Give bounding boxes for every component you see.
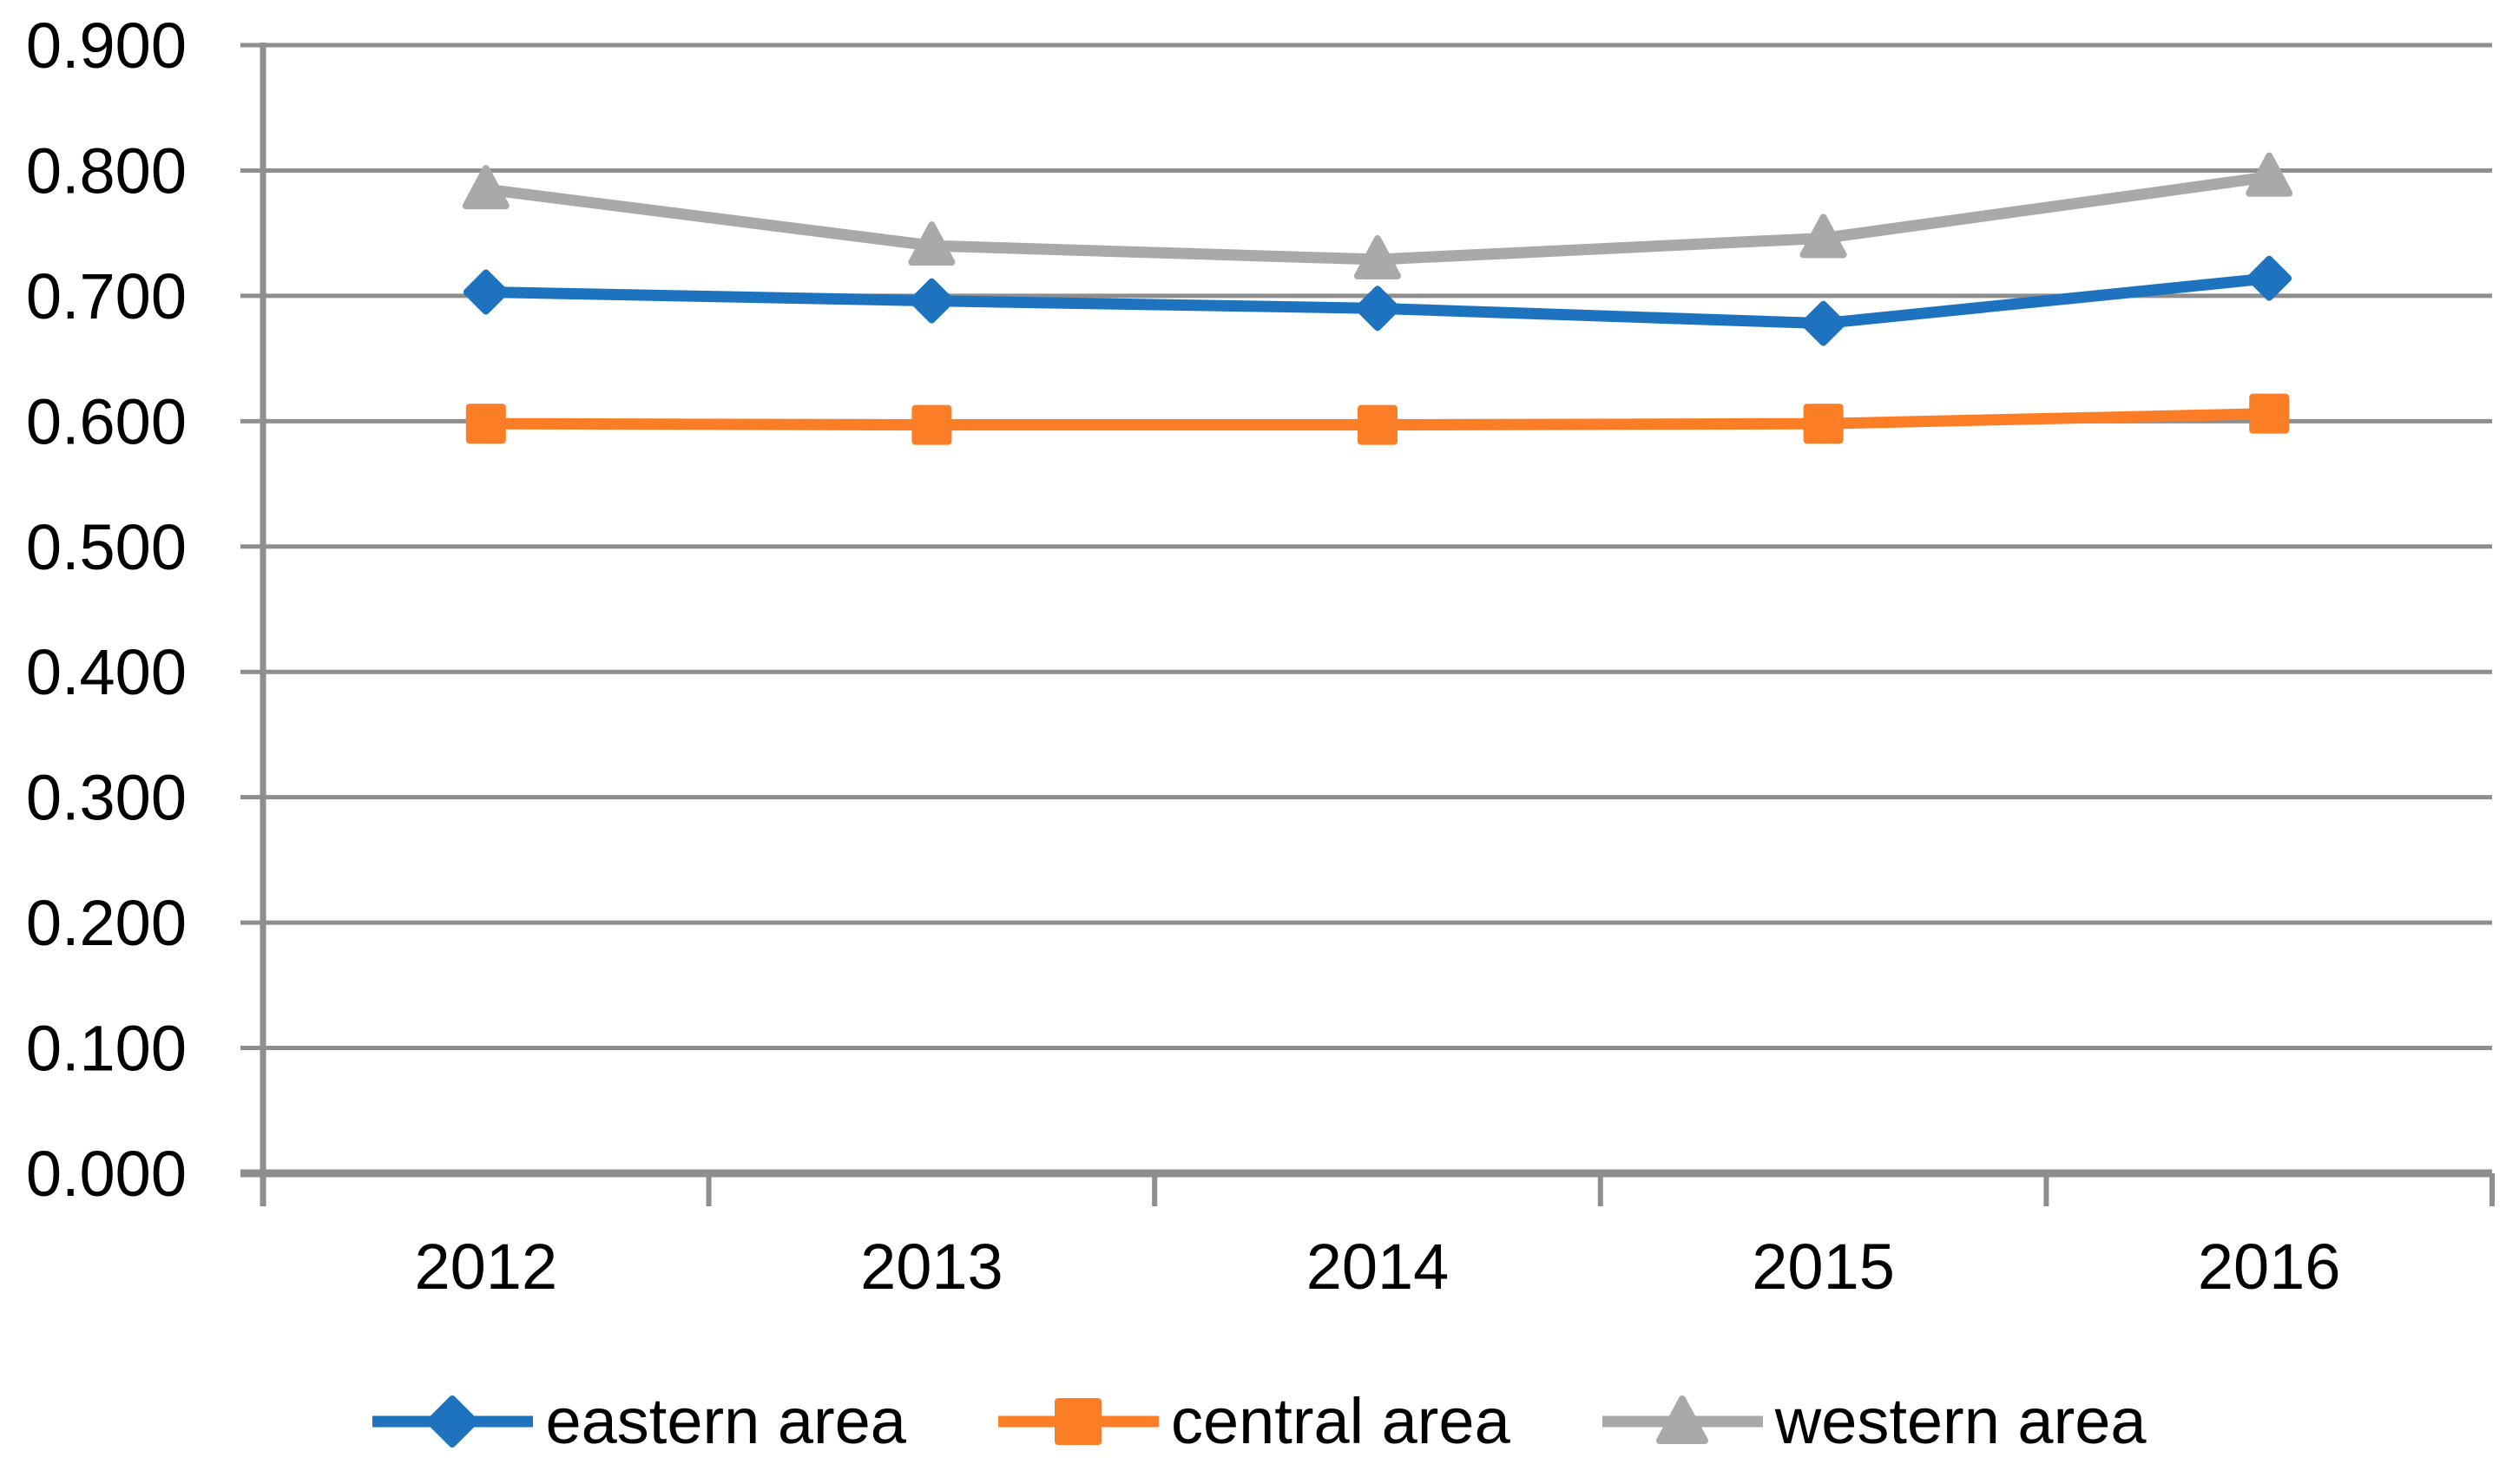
diamond-marker-icon — [372, 1395, 534, 1448]
diamond-marker — [2246, 255, 2292, 301]
y-tick-label: 0.700 — [26, 260, 187, 332]
series-western-area — [462, 152, 2293, 279]
triangle-marker — [908, 221, 956, 266]
y-tick-label: 0.400 — [26, 636, 187, 708]
y-tick-label: 0.900 — [26, 10, 187, 82]
diamond-marker — [909, 278, 955, 324]
legend-item-central-area: central area — [997, 1385, 1510, 1457]
line-chart: 0.000 0.100 0.200 0.300 0.400 0.500 0.600 0.700… — [26, 10, 2495, 1303]
square-marker — [2249, 393, 2290, 434]
triangle-marker — [2246, 152, 2293, 197]
square-marker — [465, 404, 506, 444]
x-tick-label: 2012 — [414, 1231, 557, 1303]
square-marker — [1803, 404, 1844, 444]
legend-label-eastern-area: eastern area — [545, 1385, 906, 1457]
triangle-marker — [462, 165, 510, 210]
diamond-marker — [1355, 286, 1400, 332]
triangle-marker — [1799, 213, 1847, 259]
legend-label-western-area: western area — [1774, 1385, 2147, 1457]
x-tick-label: 2013 — [860, 1231, 1003, 1303]
legend-item-eastern-area: eastern area — [372, 1389, 906, 1454]
square-marker-icon — [997, 1398, 1159, 1445]
y-axis-labels: 0.000 0.100 0.200 0.300 0.400 0.500 0.600 0.700… — [26, 10, 187, 1210]
triangle-marker — [1354, 235, 1401, 279]
diamond-marker — [463, 269, 509, 315]
x-axis-labels: 2012 2013 2014 2015 2016 — [414, 1231, 2340, 1303]
y-tick-label: 0.300 — [26, 762, 187, 834]
y-tick-label: 0.600 — [26, 385, 187, 457]
legend-item-western-area: western area — [1602, 1389, 2147, 1454]
diamond-marker — [1800, 300, 1846, 346]
axes — [240, 43, 2495, 1206]
y-tick-label: 0.000 — [26, 1138, 187, 1210]
square-marker — [911, 404, 952, 445]
series-eastern-area — [463, 255, 2292, 346]
triangle-marker-icon — [1602, 1395, 1763, 1444]
square-marker — [1358, 404, 1398, 445]
legend-label-central-area: central area — [1170, 1385, 1510, 1457]
series-central-area — [465, 393, 2290, 445]
y-tick-label: 0.100 — [26, 1013, 187, 1085]
y-tick-label: 0.500 — [26, 511, 187, 583]
y-tick-label: 0.800 — [26, 135, 187, 207]
chart-legend: eastern area central area western area — [0, 1378, 2519, 1465]
x-tick-label: 2014 — [1306, 1231, 1450, 1303]
y-tick-label: 0.200 — [26, 887, 187, 959]
x-tick-label: 2015 — [1752, 1231, 1895, 1303]
x-tick-label: 2016 — [2198, 1231, 2341, 1303]
